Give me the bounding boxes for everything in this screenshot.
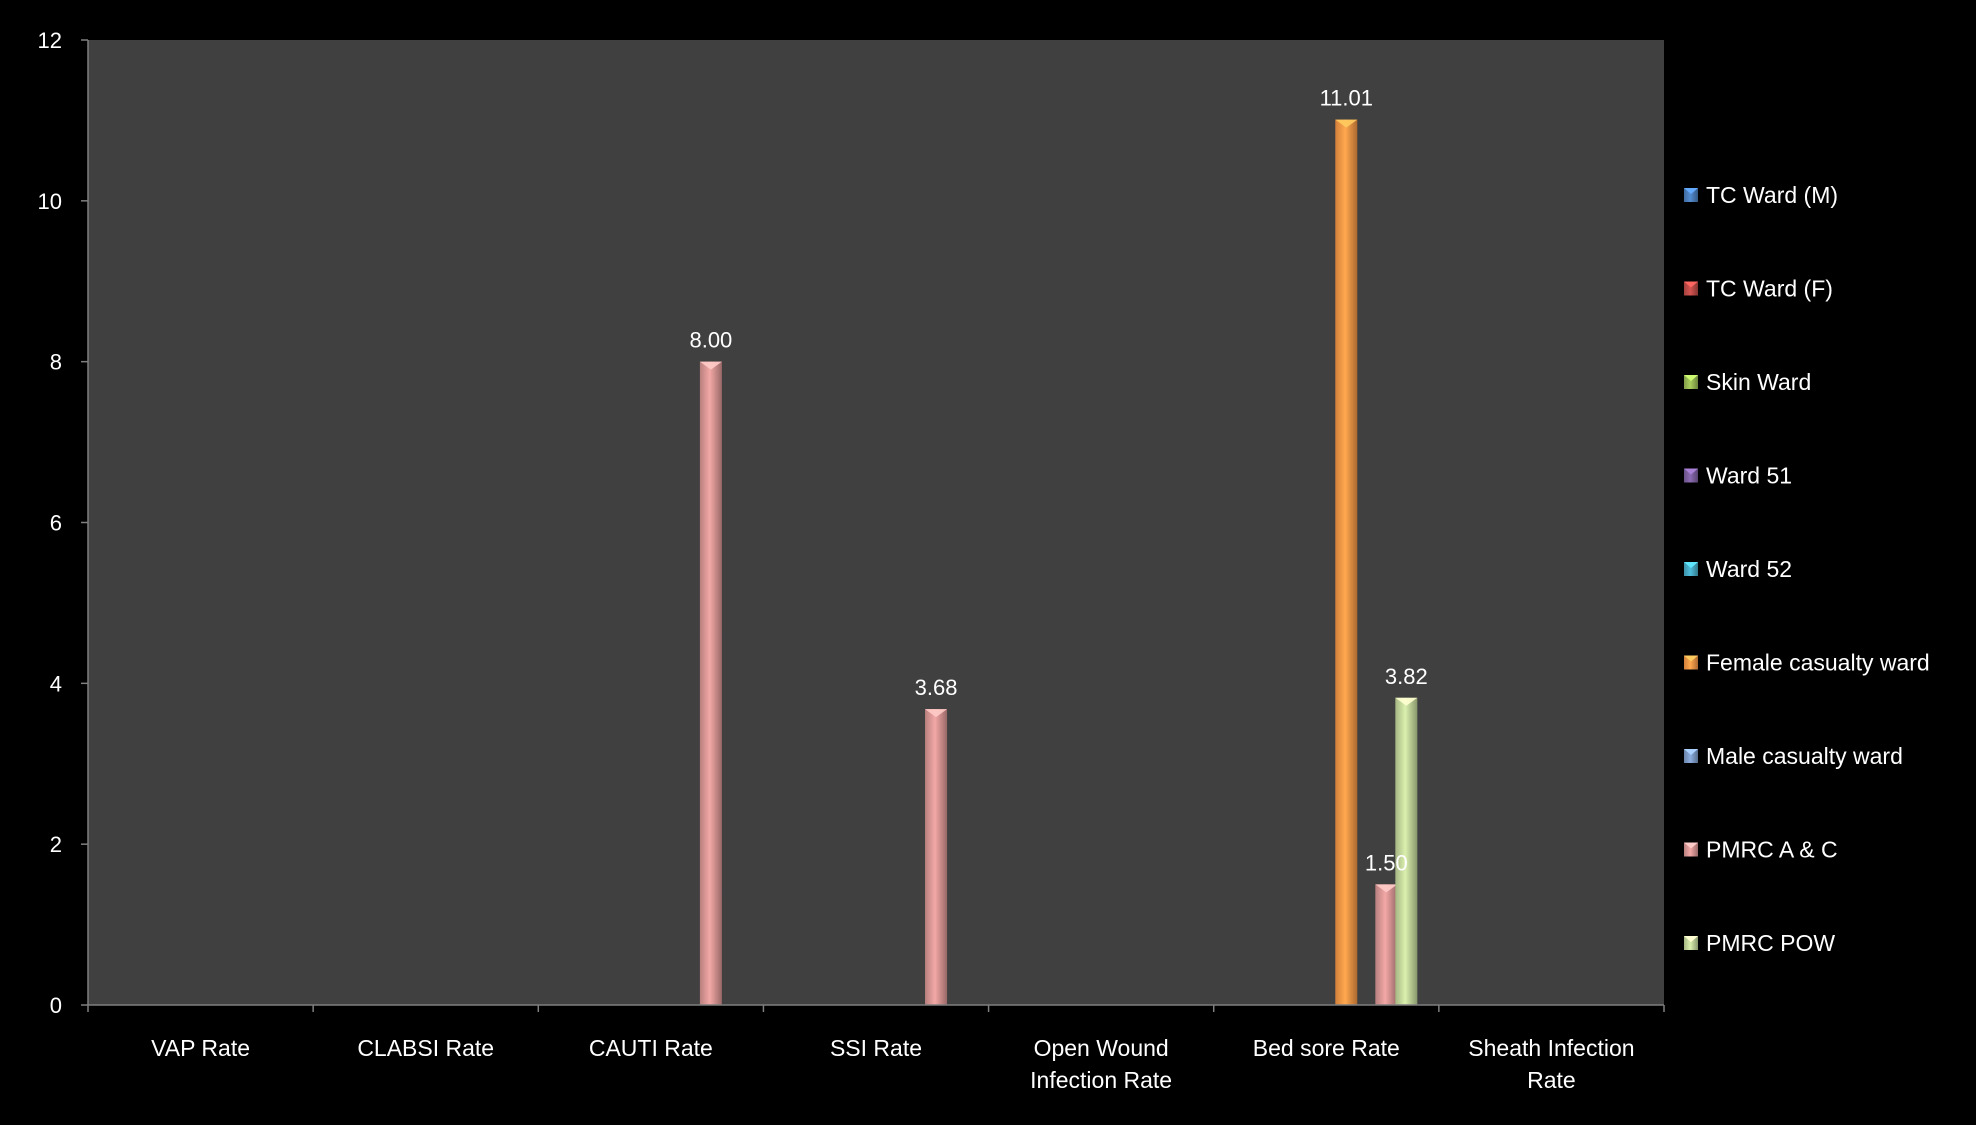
bar-cap	[1375, 884, 1398, 893]
x-tick-label: SSI Rate	[830, 1035, 922, 1061]
legend-swatch	[1684, 655, 1698, 670]
legend-label: TC Ward (M)	[1706, 182, 1838, 208]
bar-cap	[1335, 119, 1358, 128]
legend-entry: TC Ward (F)	[1684, 276, 1833, 302]
legend-swatch	[1684, 281, 1698, 296]
legend-entry: Male casualty ward	[1684, 743, 1903, 769]
bar-pmrc-a-c-5	[1375, 884, 1398, 1005]
y-tick-label: 10	[38, 189, 62, 214]
plot-area	[88, 40, 1664, 1005]
x-tick-label: Sheath Infection	[1468, 1035, 1634, 1061]
legend-label: TC Ward (F)	[1706, 276, 1833, 302]
bar-pmrc-a-c-2	[699, 361, 722, 1006]
legend-swatch-cap	[1684, 842, 1698, 849]
x-tick-label: CAUTI Rate	[589, 1035, 713, 1061]
y-tick-label: 4	[50, 671, 62, 696]
legend-swatch-cap	[1684, 375, 1698, 381]
bar-cap	[1395, 697, 1418, 706]
legend-entry: TC Ward (M)	[1684, 182, 1838, 208]
legend-swatch	[1684, 468, 1698, 483]
legend-swatch	[1684, 375, 1698, 389]
legend-label: Female casualty ward	[1706, 650, 1930, 676]
bar-cap	[699, 361, 722, 370]
legend-swatch	[1684, 188, 1698, 202]
data-label: 11.01	[1320, 86, 1373, 111]
y-tick-label: 0	[50, 993, 62, 1018]
x-tick-label: CLABSI Rate	[357, 1035, 494, 1061]
x-tick-label: Bed sore Rate	[1253, 1035, 1400, 1061]
legend-swatch-cap	[1684, 188, 1698, 194]
legend-label: Ward 52	[1706, 556, 1792, 582]
legend-label: Ward 51	[1706, 463, 1792, 489]
legend-swatch-cap	[1684, 468, 1698, 475]
legend-swatch-cap	[1684, 281, 1698, 288]
data-label: 3.82	[1385, 664, 1428, 689]
bar-female-casualty-ward-5	[1335, 119, 1358, 1006]
legend-swatch-cap	[1684, 562, 1698, 568]
bar-pmrc-a-c-3	[925, 709, 948, 1005]
legend-entry: PMRC A & C	[1684, 837, 1838, 863]
x-tick-label: Rate	[1527, 1067, 1576, 1093]
y-tick-label: 2	[50, 832, 62, 857]
legend-swatch	[1684, 842, 1698, 857]
y-tick-label: 6	[50, 511, 62, 536]
legend-entry: Ward 52	[1684, 556, 1792, 582]
legend-swatch	[1684, 562, 1698, 576]
data-label: 8.00	[689, 328, 732, 353]
x-tick-label: Open Wound	[1034, 1035, 1169, 1061]
legend-entry: PMRC POW	[1684, 930, 1835, 956]
legend-entry: Female casualty ward	[1684, 650, 1930, 676]
legend-label: PMRC A & C	[1706, 837, 1838, 863]
legend-swatch	[1684, 936, 1698, 950]
legend-swatch-cap	[1684, 936, 1698, 942]
legend-entry: Ward 51	[1684, 463, 1792, 489]
x-tick-label: Infection Rate	[1030, 1067, 1172, 1093]
data-label: 1.50	[1365, 850, 1408, 875]
data-label: 3.68	[915, 675, 958, 700]
bar-pmrc-pow-5	[1395, 697, 1418, 1005]
x-tick-label: VAP Rate	[151, 1035, 250, 1061]
legend-label: Male casualty ward	[1706, 743, 1903, 769]
legend-swatch	[1684, 749, 1698, 763]
legend-swatch-cap	[1684, 749, 1698, 755]
legend-swatch-cap	[1684, 655, 1698, 662]
y-tick-label: 8	[50, 350, 62, 375]
legend-label: PMRC POW	[1706, 930, 1835, 956]
y-tick-label: 12	[38, 28, 62, 53]
legend-label: Skin Ward	[1706, 369, 1811, 395]
bar-cap	[925, 709, 948, 718]
legend-entry: Skin Ward	[1684, 369, 1811, 395]
